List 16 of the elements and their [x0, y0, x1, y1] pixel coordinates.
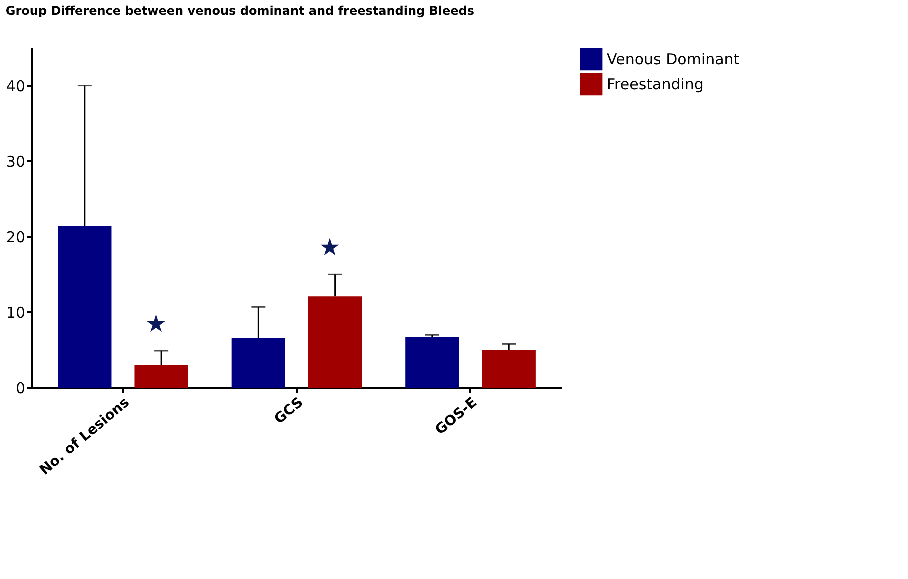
annotation: ★ [145, 310, 167, 338]
chart-title: Group Difference between venous dominant and freestanding Bleeds [6, 4, 475, 18]
y-tick-label: 0 [16, 380, 26, 398]
y-tick-label: 30 [6, 152, 26, 171]
y-tick-label: 10 [6, 304, 26, 322]
legend-label: Freestanding [607, 76, 704, 94]
bar [58, 226, 112, 388]
y-tick-label: 20 [6, 228, 26, 246]
legend-label: Venous Dominant [607, 50, 740, 68]
bar [406, 337, 460, 388]
y-tick-label: 40 [6, 77, 26, 96]
annotation: ★ [319, 234, 341, 262]
bar [308, 296, 362, 388]
bar [482, 350, 536, 388]
bar [134, 365, 188, 388]
bar [232, 338, 286, 388]
